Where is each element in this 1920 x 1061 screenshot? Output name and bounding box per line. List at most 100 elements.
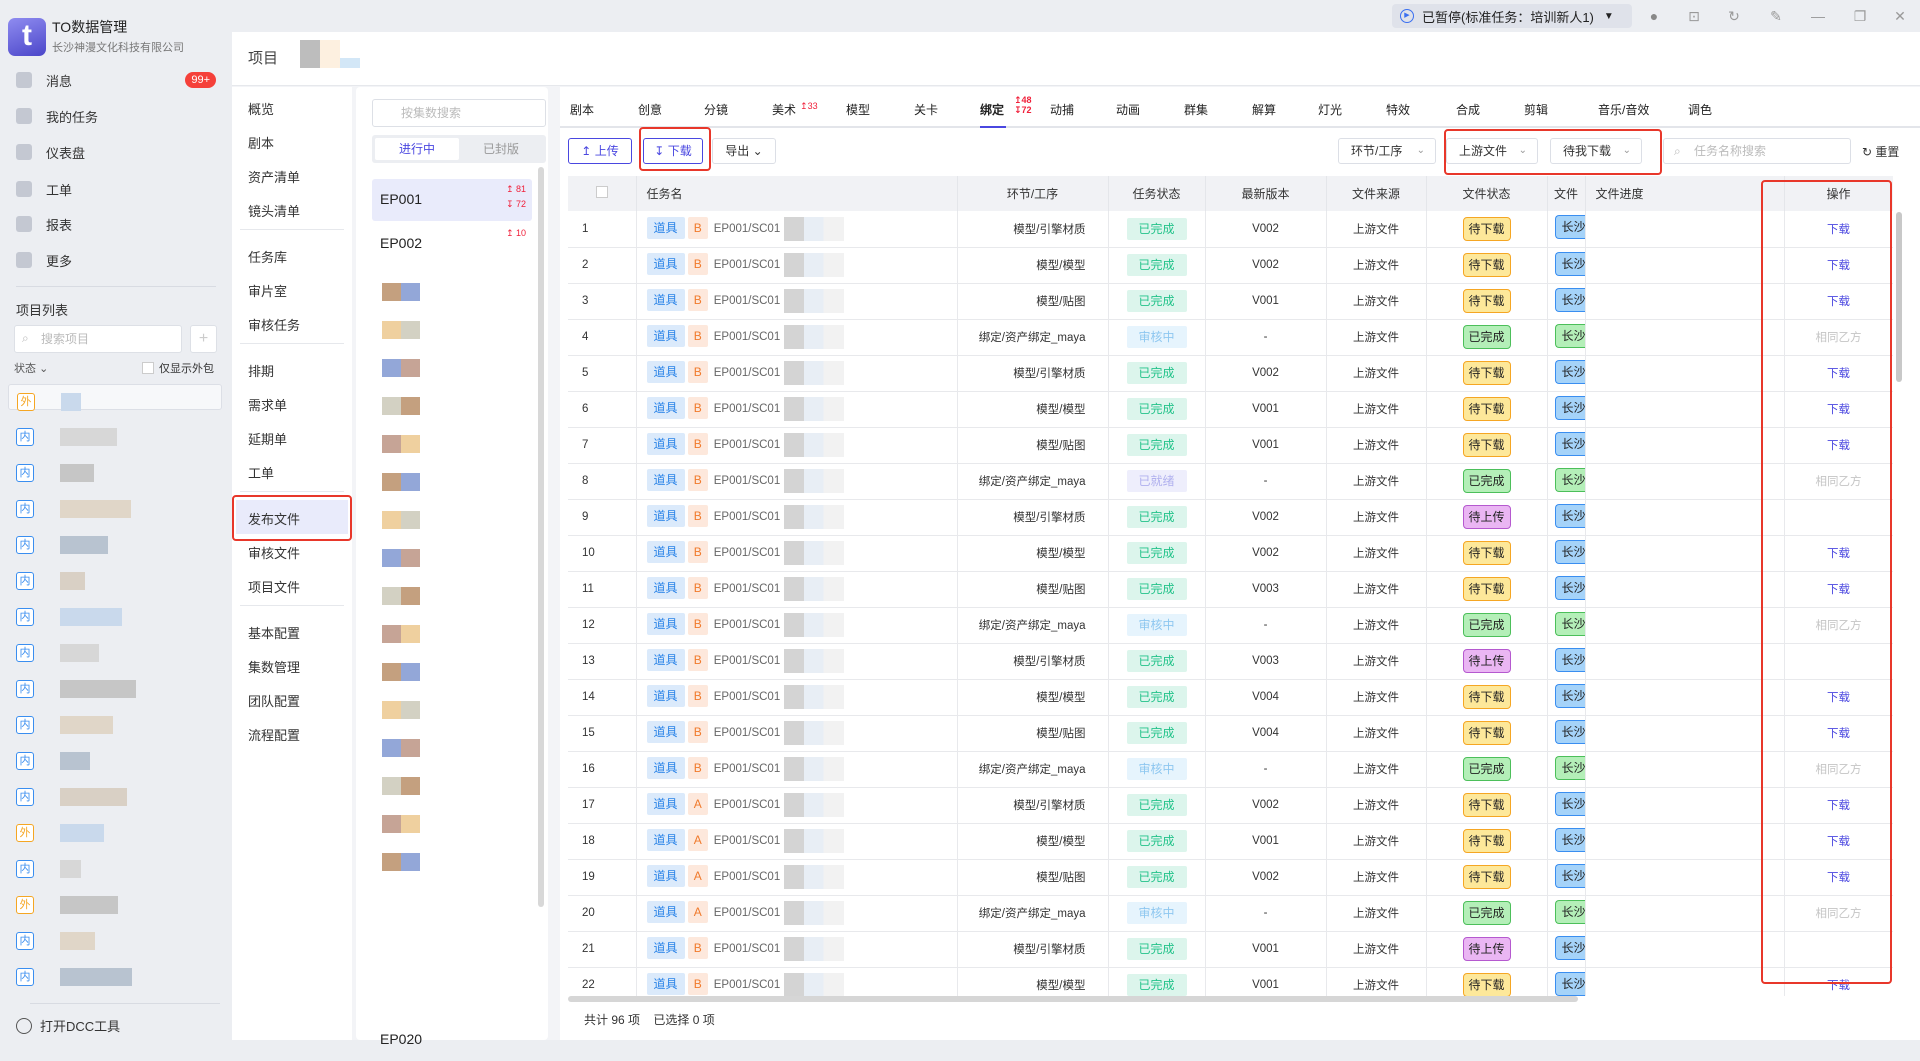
episode-item[interactable]: EP002 ↥ 10 — [372, 223, 532, 265]
task-name-cell[interactable]: 道具 B EP001/SC01 — [636, 715, 958, 752]
nav-item-5[interactable]: 更多 — [16, 246, 216, 274]
menu-item-2-0[interactable]: 排期 — [248, 364, 275, 379]
table-row[interactable]: 22 道具 B EP001/SC01 模型/模型 已完成 V001 上游文件 待下载 长沙 下载 — [568, 967, 1893, 996]
menu-item-1-2[interactable]: 审核任务 — [248, 318, 301, 333]
project-item[interactable]: 内 — [8, 960, 222, 994]
download-link[interactable]: 下载 — [1827, 404, 1850, 416]
table-row[interactable]: 5 道具 B EP001/SC01 模型/引擎材质 已完成 V002 上游文件 待下载 长沙 下载 — [568, 355, 1893, 392]
tab-4[interactable]: 模型 — [846, 101, 870, 118]
project-item[interactable]: 内 — [8, 708, 222, 742]
add-project-button[interactable]: + — [190, 325, 217, 353]
nav-item-4[interactable]: 报表 — [16, 210, 216, 238]
download-link[interactable]: 下载 — [1827, 296, 1850, 308]
nav-item-3[interactable]: 工单 — [16, 175, 216, 203]
episode-item[interactable]: EP020 — [372, 1019, 532, 1061]
project-item[interactable]: 外 — [8, 816, 222, 850]
tab-11[interactable]: 灯光 — [1318, 101, 1342, 118]
task-name-cell[interactable]: 道具 B EP001/SC01 — [636, 751, 958, 788]
source-filter[interactable]: 上游文件 ⌄ — [1446, 138, 1538, 164]
download-link[interactable]: 下载 — [1827, 728, 1850, 740]
menu-item-3-1[interactable]: 审核文件 — [248, 546, 301, 561]
task-name-cell[interactable]: 道具 B EP001/SC01 — [636, 931, 958, 968]
download-link[interactable]: 下载 — [1827, 800, 1850, 812]
task-name-cell[interactable]: 道具 B EP001/SC01 — [636, 571, 958, 608]
project-item[interactable]: 内 — [8, 636, 222, 670]
nav-item-0[interactable]: 消息 99+ — [16, 66, 216, 94]
tab-16[interactable]: 调色 — [1688, 101, 1712, 118]
close-icon[interactable]: ✕ — [1894, 8, 1906, 24]
menu-item-2-1[interactable]: 需求单 — [248, 398, 288, 413]
task-name-cell[interactable]: 道具 B EP001/SC01 — [636, 355, 958, 392]
menu-item-4-1[interactable]: 集数管理 — [248, 660, 301, 675]
menu-item-4-3[interactable]: 流程配置 — [248, 728, 301, 743]
project-item[interactable]: 内 — [8, 924, 222, 958]
tab-14[interactable]: 剪辑 — [1524, 101, 1548, 118]
minimize-icon[interactable]: — — [1811, 8, 1825, 24]
menu-item-3-0[interactable]: 发布文件 — [248, 512, 301, 527]
episode-item[interactable]: EP001 ↥ 81 ↧ 72 — [372, 179, 532, 221]
table-row[interactable]: 10 道具 B EP001/SC01 模型/模型 已完成 V002 上游文件 待下载 长沙 下载 — [568, 535, 1893, 572]
tab-in-progress[interactable]: 进行中 — [375, 138, 459, 160]
table-row[interactable]: 17 道具 A EP001/SC01 模型/引擎材质 已完成 V002 上游文件 待下载 长沙 下… — [568, 787, 1893, 824]
tab-2[interactable]: 分镜 — [704, 101, 728, 118]
project-item[interactable]: 内 — [8, 420, 222, 454]
tab-7[interactable]: 动捕 — [1050, 101, 1074, 118]
task-name-cell[interactable]: 道具 B EP001/SC01 — [636, 247, 958, 284]
table-row[interactable]: 20 道具 A EP001/SC01 绑定/资产绑定_maya 审核中 - 上游文件 已完成 长… — [568, 895, 1893, 932]
mine-filter[interactable]: 待我下载 ⌄ — [1550, 138, 1642, 164]
table-row[interactable]: 19 道具 A EP001/SC01 模型/贴图 已完成 V002 上游文件 待下载 长沙 下载 — [568, 859, 1893, 896]
maximize-icon[interactable]: ❐ — [1853, 8, 1867, 24]
episode-search-input[interactable]: 按集数搜索 — [372, 99, 546, 127]
export-dropdown[interactable]: 导出 ⌄ — [712, 138, 776, 164]
task-name-cell[interactable]: 道具 B EP001/SC01 — [636, 967, 958, 996]
download-link[interactable]: 下载 — [1827, 223, 1850, 236]
project-search-input[interactable]: 搜索项目 — [14, 325, 182, 353]
tab-8[interactable]: 动画 — [1116, 101, 1140, 118]
download-link[interactable]: 下载 — [1827, 548, 1850, 560]
project-item[interactable]: 内 — [8, 492, 222, 526]
task-name-cell[interactable]: 道具 A EP001/SC01 — [636, 787, 958, 824]
task-name-cell[interactable]: 道具 A EP001/SC01 — [636, 895, 958, 932]
task-name-cell[interactable]: 道具 B EP001/SC01 — [636, 679, 958, 716]
tab-sealed[interactable]: 已封版 — [482, 142, 519, 156]
table-row[interactable]: 9 道具 B EP001/SC01 模型/引擎材质 已完成 V002 上游文件 待上传 长沙 — [568, 499, 1893, 536]
vertical-scrollbar[interactable] — [1896, 212, 1902, 382]
open-dcc-tool-button[interactable]: 打开DCC工具 — [16, 1016, 120, 1035]
table-row[interactable]: 6 道具 B EP001/SC01 模型/模型 已完成 V001 上游文件 待下载 长沙 下载 — [568, 391, 1893, 428]
task-name-cell[interactable]: 道具 B EP001/SC01 — [636, 535, 958, 572]
task-name-cell[interactable]: 道具 B EP001/SC01 — [636, 643, 958, 680]
table-row[interactable]: 13 道具 B EP001/SC01 模型/引擎材质 已完成 V003 上游文件 待上传 长沙 — [568, 643, 1893, 680]
download-link[interactable]: 下载 — [1827, 440, 1850, 452]
project-item[interactable]: 内 — [8, 780, 222, 814]
tab-3[interactable]: 美术 ↥33 — [772, 101, 818, 118]
upload-button[interactable]: ↥ 上传 — [568, 138, 632, 164]
download-link[interactable]: 下载 — [1827, 872, 1850, 884]
table-row[interactable]: 2 道具 B EP001/SC01 模型/模型 已完成 V002 上游文件 待下载 长沙 下载 — [568, 247, 1893, 284]
table-row[interactable]: 4 道具 B EP001/SC01 绑定/资产绑定_maya 审核中 - 上游文件 已完成 长沙… — [568, 319, 1893, 356]
project-item[interactable]: 内 — [8, 744, 222, 778]
tab-6[interactable]: 绑定 ↥48 ↧72 — [980, 95, 1032, 118]
refresh-icon[interactable]: ↻ — [1728, 8, 1740, 24]
menu-item-0-3[interactable]: 镜头清单 — [248, 204, 301, 219]
task-name-cell[interactable]: 道具 B EP001/SC01 — [636, 391, 958, 428]
tab-10[interactable]: 解算 — [1252, 101, 1276, 118]
menu-item-2-3[interactable]: 工单 — [248, 466, 275, 481]
select-all-checkbox[interactable] — [568, 176, 637, 211]
project-item[interactable]: 内 — [8, 672, 222, 706]
menu-item-3-2[interactable]: 项目文件 — [248, 580, 301, 595]
task-name-cell[interactable]: 道具 B EP001/SC01 — [636, 607, 958, 644]
tab-0[interactable]: 剧本 — [570, 101, 594, 118]
task-name-cell[interactable]: 道具 B EP001/SC01 — [636, 463, 958, 500]
tab-1[interactable]: 创意 — [638, 101, 662, 118]
table-row[interactable]: 7 道具 B EP001/SC01 模型/贴图 已完成 V001 上游文件 待下载 长沙 下载 — [568, 427, 1893, 464]
menu-item-0-0[interactable]: 概览 — [248, 102, 275, 117]
task-name-cell[interactable]: 道具 A EP001/SC01 — [636, 859, 958, 896]
project-item[interactable]: 内 — [8, 456, 222, 490]
task-name-cell[interactable]: 道具 A EP001/SC01 — [636, 823, 958, 860]
project-item[interactable]: 内 — [8, 600, 222, 634]
menu-item-1-0[interactable]: 任务库 — [248, 250, 288, 265]
reset-button[interactable]: ↻ 重置 — [1862, 145, 1900, 159]
project-item[interactable]: 外 — [8, 384, 222, 411]
tab-9[interactable]: 群集 — [1184, 101, 1208, 118]
table-row[interactable]: 11 道具 B EP001/SC01 模型/贴图 已完成 V003 上游文件 待下载 长沙 下载 — [568, 571, 1893, 608]
